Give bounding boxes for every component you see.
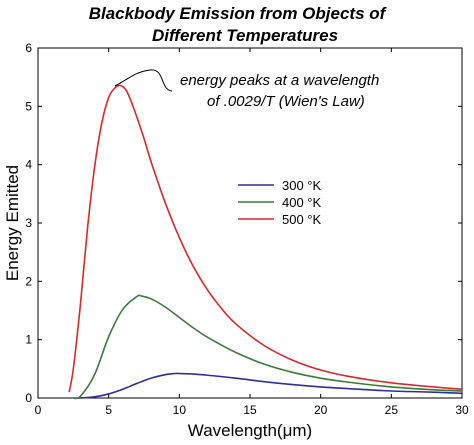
- wien-law-annotation: energy peaks at a wavelength of .0029/T …: [114, 69, 379, 110]
- y-tick-label: 5: [25, 99, 32, 113]
- y-tick-label: 2: [25, 274, 32, 288]
- annotation-leader-line: [114, 69, 173, 92]
- series-line-2: [73, 294, 463, 400]
- chart-title-line-2: Different Temperatures: [152, 26, 338, 45]
- y-tick-label: 1: [25, 333, 32, 347]
- y-tick-label: 3: [25, 216, 32, 230]
- x-tick-label: 30: [455, 403, 469, 417]
- y-axis: 0 1 2 3 4 5 6: [25, 41, 462, 405]
- series-line-1: [73, 372, 463, 399]
- legend-label: 300 °K: [282, 178, 322, 193]
- series-lines: [68, 84, 463, 400]
- x-axis-label: Wavelength(μm): [188, 421, 312, 440]
- y-axis-label: Energy Emitted: [3, 165, 22, 281]
- y-tick-label: 6: [25, 41, 32, 55]
- legend: 300 °K 400 °K 500 °K: [238, 178, 322, 227]
- legend-label: 400 °K: [282, 195, 322, 210]
- legend-label: 500 °K: [282, 212, 322, 227]
- x-tick-label: 10: [173, 403, 187, 417]
- x-tick-label: 25: [385, 403, 399, 417]
- x-tick-label: 15: [243, 403, 257, 417]
- y-tick-label: 4: [25, 158, 32, 172]
- y-tick-label: 0: [25, 391, 32, 405]
- annotation-text-line-2: of .0029/T (Wien's Law): [207, 93, 365, 110]
- x-tick-label: 20: [314, 403, 328, 417]
- chart-title-line-1: Blackbody Emission from Objects of: [89, 4, 388, 23]
- x-tick-label: 5: [105, 403, 112, 417]
- annotation-text-line-1: energy peaks at a wavelength: [180, 72, 379, 89]
- series-line-3: [68, 84, 463, 393]
- x-axis: 0 5 10 15 20 25 30: [35, 48, 469, 417]
- x-tick-label: 0: [35, 403, 42, 417]
